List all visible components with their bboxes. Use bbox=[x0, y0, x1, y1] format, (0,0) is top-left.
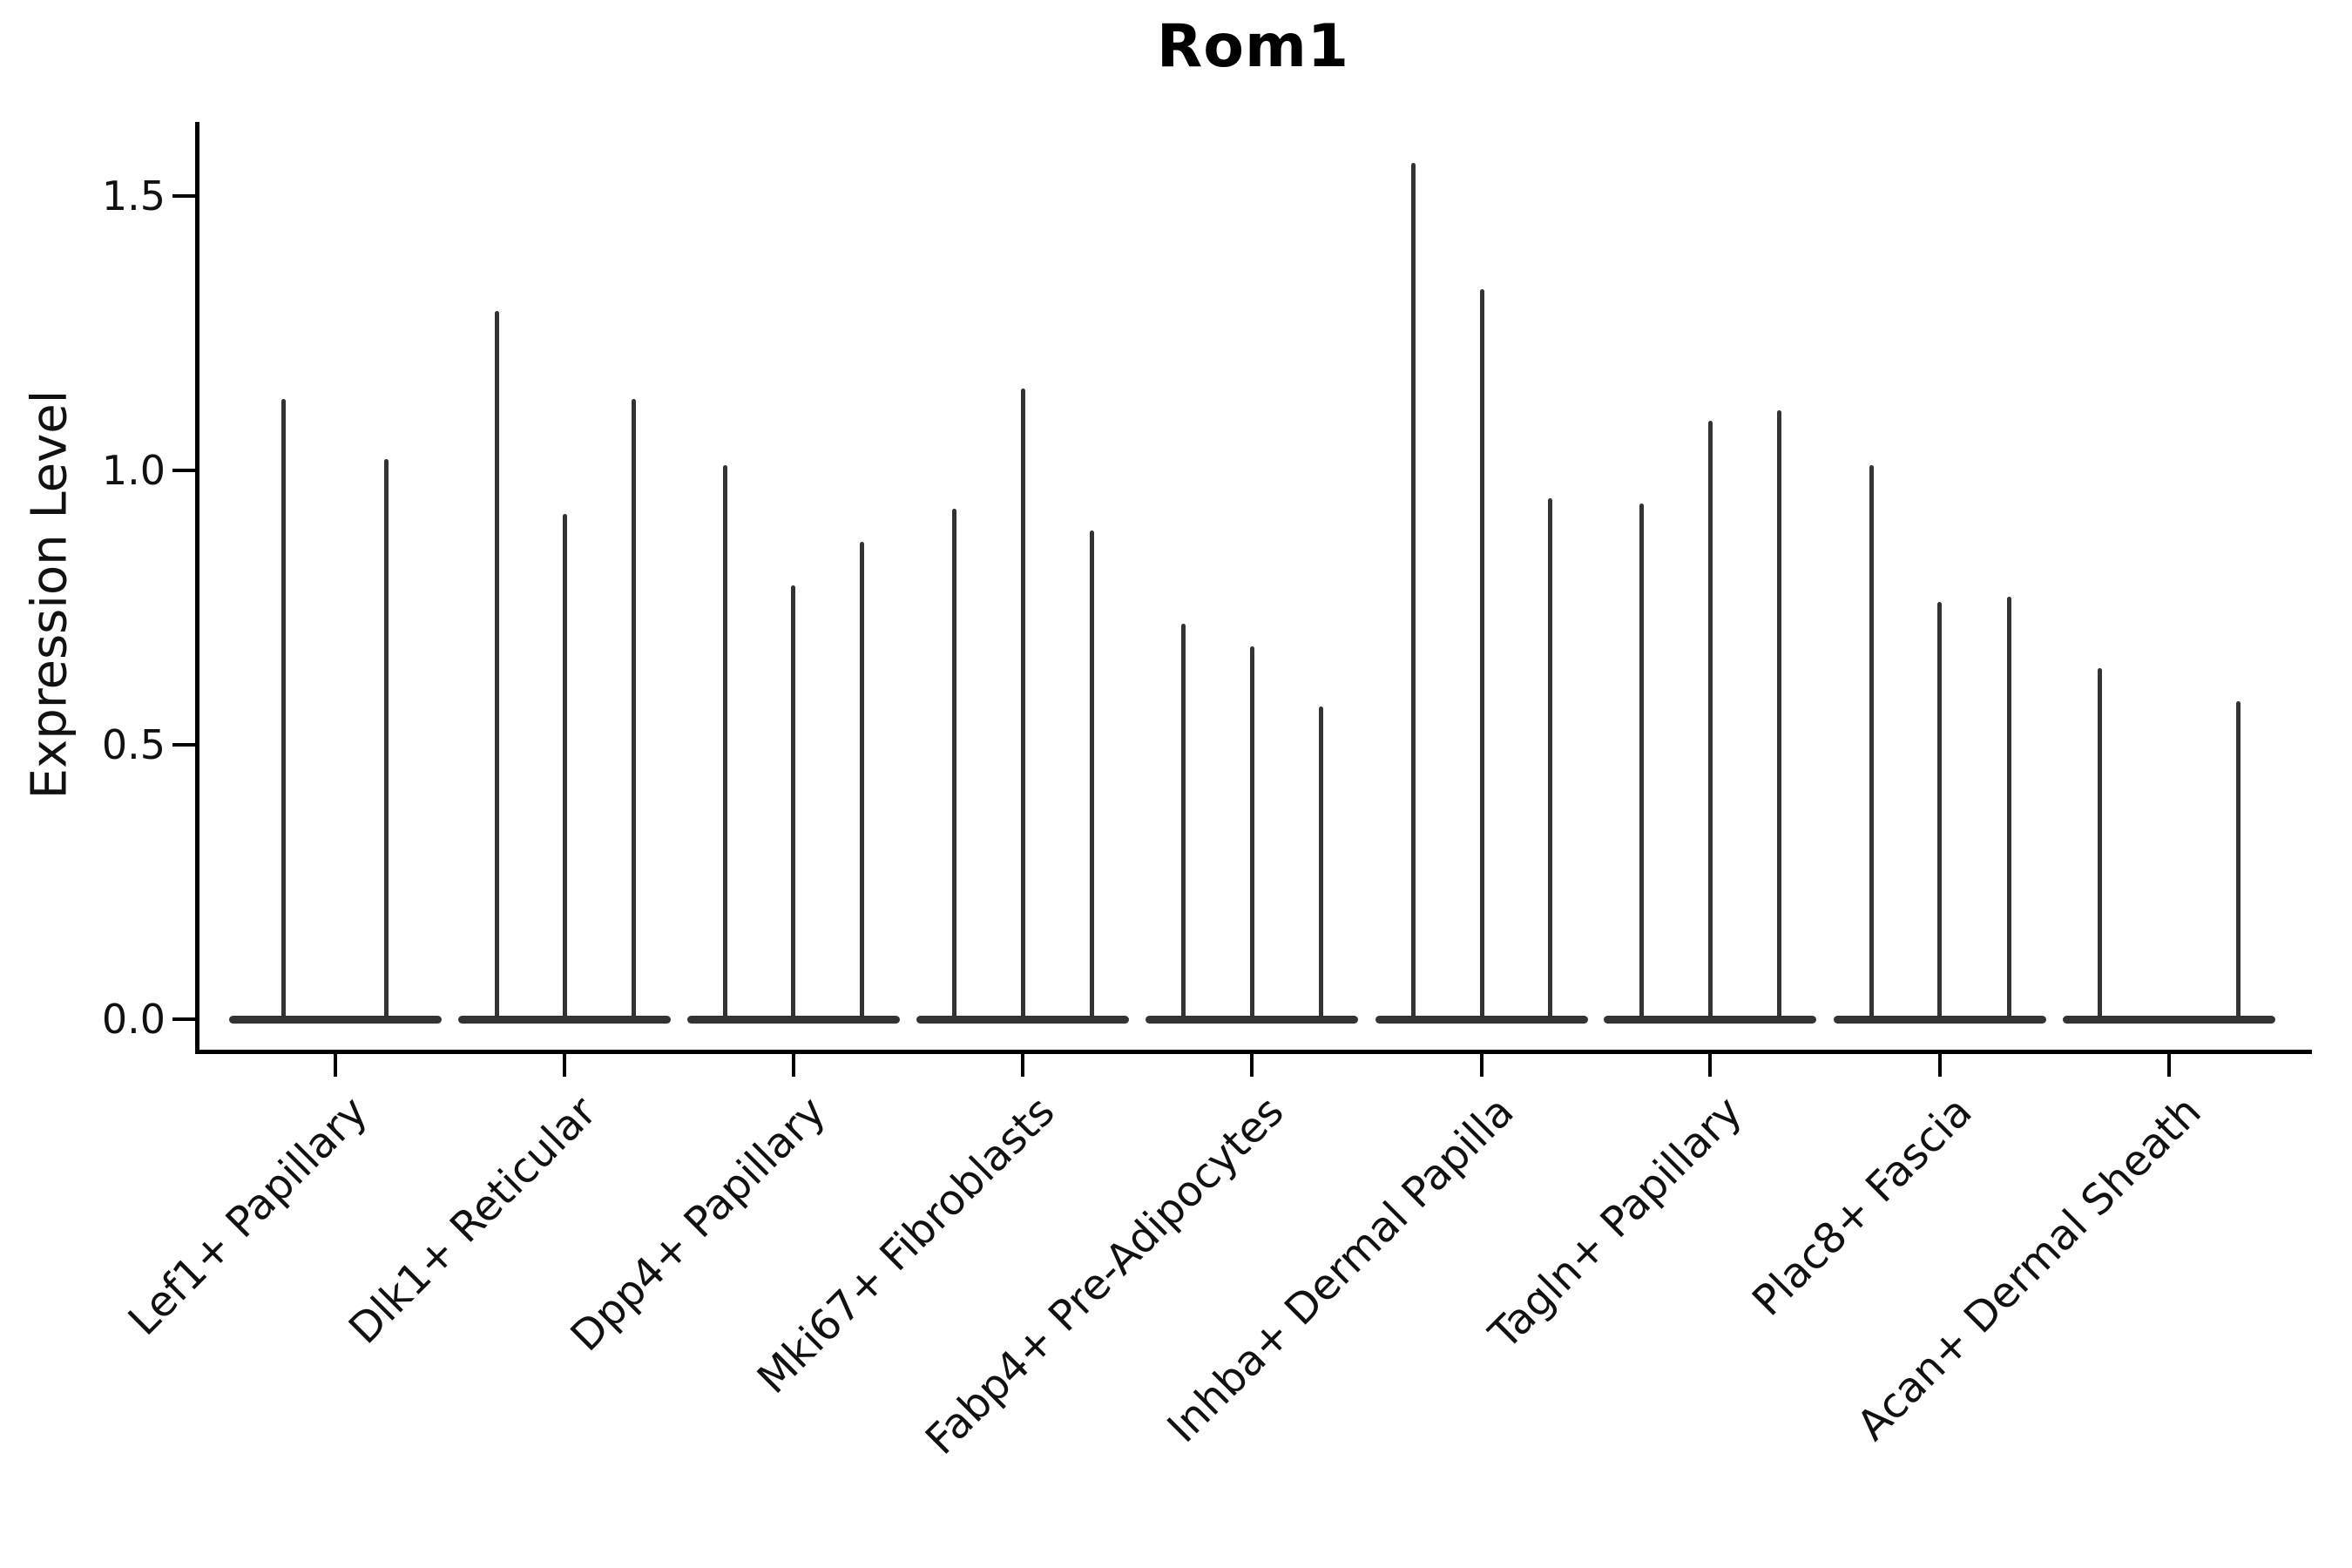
y-tick bbox=[172, 1017, 195, 1021]
violin-spike bbox=[1021, 388, 1025, 1023]
violin-spike bbox=[1090, 531, 1094, 1023]
x-tick bbox=[2167, 1054, 2171, 1077]
y-axis-spine bbox=[195, 122, 199, 1054]
chart-title: Rom1 bbox=[1156, 12, 1350, 81]
y-tick-label: 1.5 bbox=[101, 172, 166, 220]
violin-spike bbox=[1250, 645, 1254, 1023]
violin-spike bbox=[1411, 163, 1416, 1023]
x-tick bbox=[1708, 1054, 1712, 1077]
x-tick bbox=[1021, 1054, 1024, 1077]
y-tick-label: 0.5 bbox=[101, 721, 166, 768]
violin-spike bbox=[2236, 700, 2240, 1023]
violin-baseline bbox=[229, 1016, 442, 1024]
violin-spike bbox=[1639, 503, 1644, 1023]
violin-spike bbox=[1777, 409, 1781, 1023]
x-tick bbox=[792, 1054, 795, 1077]
violin-spike bbox=[1319, 706, 1323, 1023]
violin-spike bbox=[1480, 289, 1484, 1023]
y-tick-label: 0.0 bbox=[101, 996, 166, 1043]
y-tick bbox=[172, 743, 195, 747]
violin-spike bbox=[281, 399, 286, 1023]
x-tick bbox=[334, 1054, 337, 1077]
x-axis-spine bbox=[195, 1050, 2312, 1054]
violin-spike bbox=[1548, 497, 1552, 1023]
x-tick bbox=[1250, 1054, 1254, 1077]
y-tick bbox=[172, 469, 195, 472]
violin-spike bbox=[495, 311, 499, 1023]
violin-spike bbox=[632, 399, 636, 1023]
violin-spike bbox=[952, 509, 956, 1023]
violin-spike bbox=[1869, 464, 1874, 1023]
violin-spike bbox=[723, 464, 727, 1023]
x-tick bbox=[563, 1054, 566, 1077]
x-tick bbox=[1480, 1054, 1484, 1077]
violin-spike bbox=[1937, 602, 1942, 1023]
y-tick-label: 1.0 bbox=[101, 447, 166, 494]
violin-spike bbox=[1708, 421, 1713, 1023]
y-tick bbox=[172, 194, 195, 198]
violin-spike bbox=[2098, 667, 2102, 1023]
x-tick bbox=[1938, 1054, 1942, 1077]
violin-baseline bbox=[2063, 1016, 2275, 1024]
violin-spike bbox=[860, 541, 864, 1023]
violin-spike bbox=[384, 459, 389, 1023]
violin-spike bbox=[791, 585, 795, 1023]
violin-spike bbox=[2007, 596, 2011, 1023]
violin-spike bbox=[1181, 624, 1186, 1023]
violin-spike bbox=[563, 514, 567, 1023]
